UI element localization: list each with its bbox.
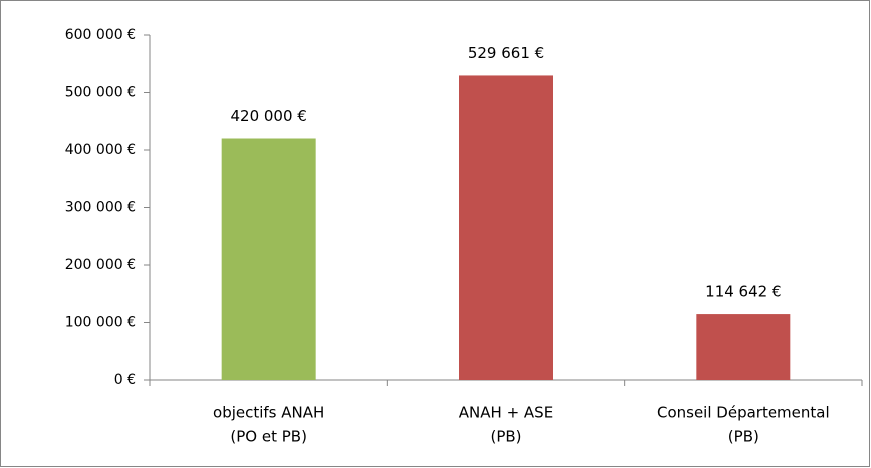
x-tick-label: ANAH + ASE (459, 404, 553, 422)
x-tick-label: objectifs ANAH (213, 404, 324, 422)
y-tick-label: 200 000 € (65, 257, 136, 273)
x-tick-label: (PB) (728, 428, 759, 446)
y-tick-label: 0 € (114, 372, 136, 388)
y-tick-label: 500 000 € (65, 85, 136, 101)
bar (696, 314, 791, 380)
data-label: 114 642 € (705, 283, 781, 301)
x-tick-label: (PB) (490, 428, 521, 446)
x-tick-label: Conseil Départemental (657, 404, 830, 422)
data-label: 529 661 € (468, 44, 544, 62)
y-tick-label: 300 000 € (65, 200, 136, 216)
y-tick-label: 400 000 € (65, 142, 136, 158)
bar (221, 138, 316, 380)
y-tick-label: 600 000 € (65, 27, 136, 43)
x-tick-label: (PO et PB) (230, 428, 307, 446)
bar (459, 75, 553, 381)
y-tick-label: 100 000 € (65, 315, 136, 331)
data-label: 420 000 € (230, 107, 306, 125)
